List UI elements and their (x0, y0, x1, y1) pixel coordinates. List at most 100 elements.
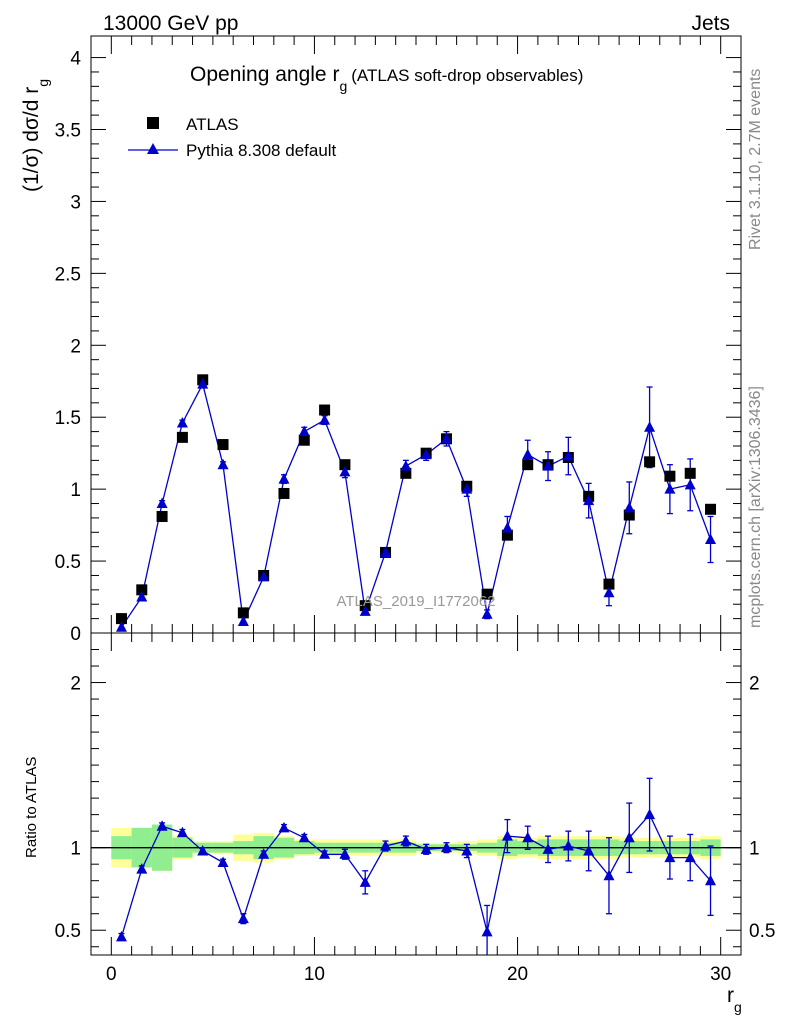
ratio-point (380, 840, 392, 851)
atlas-point (623, 509, 635, 521)
ratio-point (115, 930, 127, 942)
atlas-point (501, 529, 513, 541)
x-tick-label: 20 (507, 964, 528, 985)
ratio-y-tick-label-left: 1 (70, 839, 81, 860)
pythia-point (664, 483, 676, 494)
pythia-point (440, 432, 452, 444)
atlas-point (156, 510, 168, 522)
ratio-y-tick-label-left: 2 (70, 674, 81, 695)
atlas-point (522, 459, 534, 471)
pythia-point (461, 483, 473, 494)
atlas-point (136, 584, 148, 596)
ratio-point (400, 835, 412, 846)
ratio-point (156, 820, 168, 831)
ratio-point (644, 808, 656, 820)
ratio-plot-data-layer (91, 777, 741, 955)
pythia-point (115, 621, 127, 632)
atlas-point (278, 487, 290, 499)
ratio-point (217, 856, 229, 868)
main-y-tick-label: 2 (70, 336, 81, 357)
main-y-tick-label: 1.5 (55, 408, 81, 429)
atlas-point (298, 434, 310, 446)
atlas-point (481, 588, 493, 600)
ratio-line (120, 813, 711, 937)
main-y-tick-label: 0.5 (55, 552, 81, 573)
ratio-y-tick-label-left: 0.5 (55, 921, 81, 942)
pythia-point (136, 591, 148, 602)
ratio-point (339, 848, 351, 859)
header-process-label: Jets (691, 12, 730, 35)
mcplots-source-label: mcplots.cern.ch [arXiv:1306.3436] (747, 386, 764, 628)
legend-pythia-marker (147, 143, 159, 154)
pythia-point (481, 608, 493, 619)
pythia-point (684, 478, 696, 490)
legend-atlas-label: ATLAS (186, 115, 239, 134)
atlas-point (217, 439, 229, 451)
atlas-point (664, 470, 676, 482)
pythia-point (278, 473, 290, 484)
pythia-point (542, 460, 554, 471)
ratio-point (501, 830, 513, 841)
ratio-point (319, 848, 331, 859)
main-y-tick-label: 2.5 (55, 264, 81, 285)
main-y-tick-label: 0 (70, 624, 81, 645)
ratio-point (684, 851, 696, 863)
ratio-point (461, 844, 473, 856)
main-y-axis-label: (1/σ) dσ/d rg (20, 79, 51, 192)
main-y-tick-label: 1 (70, 480, 81, 501)
ratio-y-tick-label-right: 2 (749, 674, 760, 695)
pythia-point (583, 494, 595, 506)
pythia-point (258, 570, 270, 582)
pythia-point (644, 421, 656, 432)
atlas-point (603, 578, 615, 590)
pythia-point (501, 521, 513, 533)
ratio-point (481, 925, 493, 937)
pythia-point (176, 416, 188, 428)
main-y-tick-label: 3.5 (55, 121, 81, 142)
legend-pythia-label: Pythia 8.308 default (186, 141, 337, 160)
pythia-point (623, 501, 635, 513)
main-plot-panel: 0 0.5 1 1.5 2 2.5 3 3.5 4 ATLAS_2019_I1772062 Op… (20, 35, 742, 645)
ratio-point (197, 844, 209, 856)
analysis-watermark: ATLAS_2019_I1772062 (336, 593, 495, 610)
pythia-point (359, 605, 371, 616)
atlas-point (339, 459, 351, 471)
ratio-point (420, 843, 432, 854)
main-y-tick-label: 4 (70, 49, 81, 70)
pythia-point (522, 448, 534, 460)
rivet-version-label: Rivet 3.1.10, 2.7M events (747, 69, 764, 250)
ratio-point (705, 874, 717, 886)
ratio-point (562, 840, 574, 851)
atlas-point (400, 467, 412, 479)
pythia-line (120, 382, 712, 628)
ratio-plot-ticks: 0.5 0.51 12 20 10 20 30 (55, 633, 775, 985)
ratio-point (440, 841, 452, 853)
plot-title: Opening angle rg(ATLAS soft-drop observa… (190, 63, 583, 94)
pythia-point (603, 586, 615, 598)
pythia-point (339, 465, 351, 477)
ratio-y-tick-label-right: 0.5 (749, 921, 775, 942)
x-tick-label: 0 (106, 964, 117, 985)
ratio-point (136, 863, 148, 874)
ratio-point (522, 831, 534, 843)
header-energy-label: 13000 GeV pp (103, 12, 238, 35)
pythia-point (237, 615, 249, 626)
ratio-plot-panel: 0.5 0.51 12 20 10 20 30 Ratio to ATLAS rg (23, 632, 775, 1015)
ratio-point (359, 876, 371, 887)
atlas-point (644, 456, 656, 468)
pythia-point (319, 414, 331, 425)
atlas-point (319, 404, 331, 416)
ratio-point (583, 844, 595, 856)
ratio-y-axis-label: Ratio to ATLAS (23, 757, 40, 858)
ratio-point (237, 912, 249, 924)
atlas-point (705, 503, 717, 515)
ratio-point (298, 831, 310, 843)
pythia-point (156, 497, 168, 509)
pythia-point (298, 425, 310, 437)
ratio-plot-frame (90, 632, 742, 956)
ratio-point (603, 869, 615, 881)
atlas-point (684, 467, 696, 479)
legend: ATLAS Pythia 8.308 default (128, 115, 337, 160)
ratio-point (542, 843, 554, 854)
